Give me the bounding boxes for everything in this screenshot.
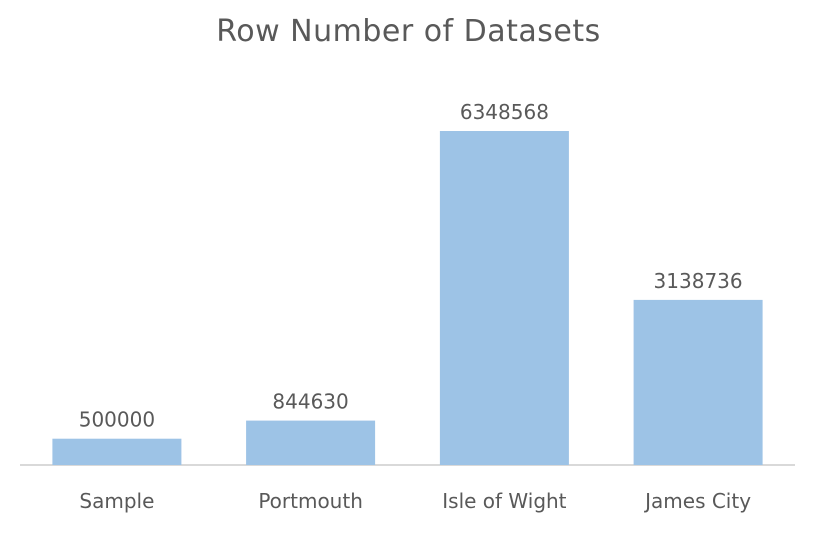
data-label: 844630	[272, 390, 348, 414]
bar-james-city	[633, 299, 763, 465]
data-label: 500000	[79, 408, 155, 432]
chart-title: Row Number of Datasets	[216, 14, 601, 49]
bar-isle-of-wight	[439, 131, 569, 465]
bar-portmouth	[246, 420, 376, 465]
bar-sample	[52, 438, 182, 465]
data-label: 6348568	[460, 100, 549, 124]
x-tick-label: James City	[643, 489, 751, 513]
x-tick-label: Isle of Wight	[442, 489, 566, 513]
x-tick-label: Sample	[79, 489, 154, 513]
data-label: 3138736	[654, 269, 743, 293]
x-tick-label: Portmouth	[258, 489, 363, 513]
